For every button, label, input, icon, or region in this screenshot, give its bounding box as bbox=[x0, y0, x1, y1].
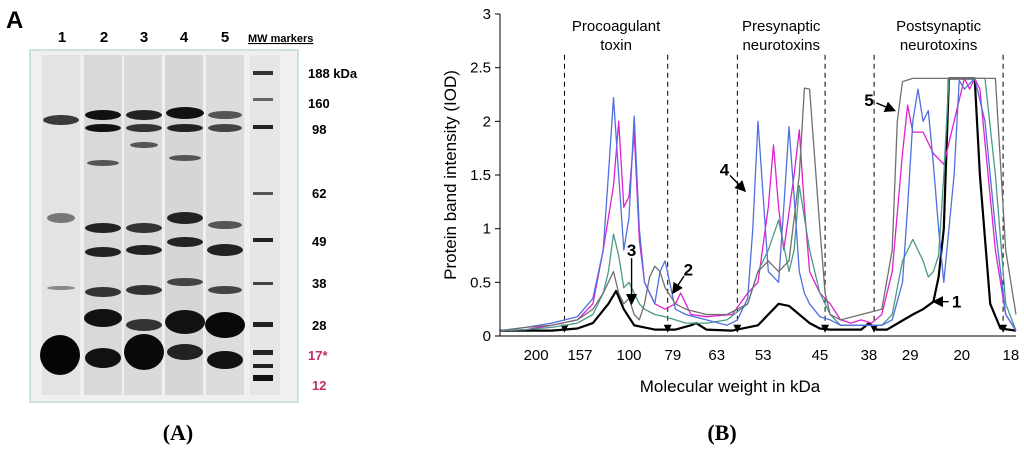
x-tick-label: 38 bbox=[861, 347, 878, 364]
marker-label: 49 bbox=[312, 234, 326, 249]
y-tick-label: 0 bbox=[483, 328, 491, 345]
peak-annotations: 1 2 3 4 5 bbox=[625, 91, 961, 312]
marker-label: 98 bbox=[312, 122, 326, 137]
series-line-3 bbox=[499, 77, 1017, 332]
lane-label: 1 bbox=[58, 29, 66, 46]
y-tick-label: 2 bbox=[483, 113, 491, 130]
x-tick-label: 18 bbox=[1002, 347, 1019, 364]
x-tick-label: 157 bbox=[567, 347, 592, 364]
region-label: toxin bbox=[600, 37, 632, 54]
marker-label: 38 bbox=[312, 276, 326, 291]
panel-a: A 1 2 3 4 5 MW markers bbox=[6, 7, 358, 445]
marker-header: MW markers bbox=[248, 33, 313, 45]
caption-a: (A) bbox=[163, 420, 194, 445]
marker-label: 160 bbox=[308, 96, 330, 111]
lane-label: 2 bbox=[100, 29, 108, 46]
x-tick-label: 53 bbox=[755, 347, 772, 364]
series-line-5 bbox=[499, 77, 1017, 332]
x-tick-label: 29 bbox=[902, 347, 919, 364]
region-dividers: Procoagulant toxin Presynaptic neurotoxins P… bbox=[560, 18, 1008, 333]
region-label: Postsynaptic bbox=[896, 18, 982, 35]
annotation-arrow bbox=[672, 275, 685, 295]
x-tick-label: 79 bbox=[665, 347, 682, 364]
series-line-1 bbox=[500, 77, 1017, 332]
annotation-arrow bbox=[876, 101, 897, 113]
x-tick-label: 45 bbox=[812, 347, 829, 364]
y-axis-title: Protein band intensity (IOD) bbox=[441, 70, 460, 280]
region-label: Presynaptic bbox=[742, 18, 821, 35]
series-line-4 bbox=[499, 77, 1017, 332]
x-tick-label: 63 bbox=[708, 347, 725, 364]
marker-label: 28 bbox=[312, 318, 326, 333]
lane-label: 3 bbox=[140, 29, 148, 46]
lane-label: 5 bbox=[221, 29, 229, 46]
annotation-label: 2 bbox=[684, 260, 693, 279]
marker-label: 12 bbox=[312, 378, 326, 393]
y-tick-label: 1.5 bbox=[470, 167, 491, 184]
annotation-label: 4 bbox=[720, 161, 730, 180]
panel-b: Procoagulant toxin Presynaptic neurotoxins P… bbox=[441, 6, 1019, 445]
marker-label: 62 bbox=[312, 186, 326, 201]
y-tick-label: 2.5 bbox=[470, 60, 491, 77]
series-line-2 bbox=[499, 77, 1017, 332]
x-tick-label: 200 bbox=[524, 347, 549, 364]
y-tick-label: 3 bbox=[483, 6, 491, 23]
x-axis-title: Molecular weight in kDa bbox=[640, 377, 821, 396]
annotation-label: 1 bbox=[952, 293, 961, 312]
y-tick-label: 1 bbox=[483, 221, 491, 238]
region-label: neurotoxins bbox=[742, 37, 820, 54]
annotation-label: 3 bbox=[627, 241, 636, 260]
caption-b: (B) bbox=[707, 420, 736, 445]
lane-label: 4 bbox=[180, 29, 189, 46]
gel-image bbox=[29, 49, 299, 403]
marker-label: 188 kDa bbox=[308, 66, 358, 81]
marker-label: 17* bbox=[308, 348, 328, 363]
x-tick-label: 100 bbox=[616, 347, 641, 364]
annotation-label: 5 bbox=[864, 91, 873, 110]
series-lines bbox=[499, 77, 1017, 332]
x-tick-label: 20 bbox=[953, 347, 970, 364]
annotation-arrow bbox=[729, 174, 747, 193]
region-label: Procoagulant bbox=[572, 18, 661, 35]
region-label: neurotoxins bbox=[900, 37, 978, 54]
y-tick-label: 0.5 bbox=[470, 274, 491, 291]
panel-a-letter: A bbox=[6, 7, 23, 34]
